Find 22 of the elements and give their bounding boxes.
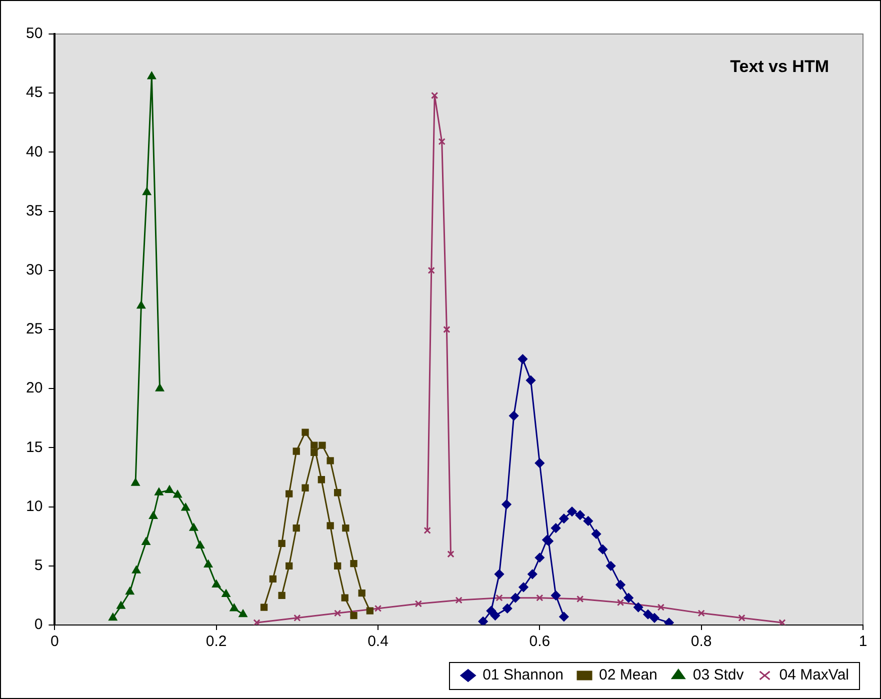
legend-label: 01 Shannon <box>482 666 564 684</box>
legend-label: 04 MaxVal <box>779 666 850 684</box>
y-tick-label: 20 <box>26 380 43 397</box>
x-tick-label: 0.4 <box>368 633 388 650</box>
legend-label: 03 Stdv <box>692 666 744 684</box>
y-tick-label: 50 <box>26 25 43 42</box>
y-tick-label: 0 <box>34 616 43 634</box>
x-tick-label: 0.8 <box>690 633 712 650</box>
y-tick-label: 10 <box>26 498 43 515</box>
x-tick-label: 1 <box>858 633 868 650</box>
y-tick-label: 45 <box>26 84 43 102</box>
y-tick-label: 5 <box>34 557 43 574</box>
y-tick-label: 25 <box>26 320 43 338</box>
y-tick-label: 30 <box>26 262 43 279</box>
legend-label: 02 Mean <box>599 666 658 684</box>
y-tick-label: 15 <box>26 438 43 456</box>
x-tick-label: 0.2 <box>206 633 227 650</box>
text: Text vs HTM <box>730 57 829 76</box>
y-tick-label: 40 <box>26 143 43 160</box>
y-tick-label: 35 <box>26 202 43 220</box>
x-tick-label: 0.6 <box>529 633 550 650</box>
x-tick-label: 0 <box>50 633 59 650</box>
